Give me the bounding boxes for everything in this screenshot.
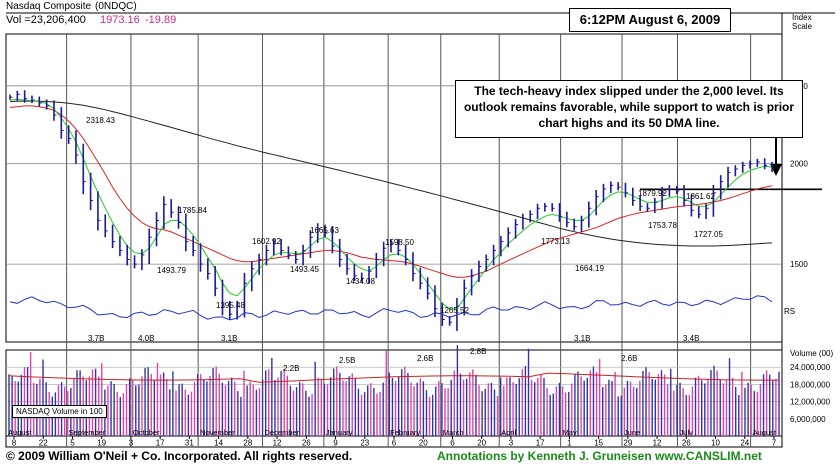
volume-annotation: 2.6B — [417, 354, 433, 363]
y-tick-label: 1500 — [790, 260, 808, 269]
x-tick-label: 24 — [740, 439, 749, 448]
scale-title-line2: Scale — [792, 22, 813, 31]
x-tick-label: 3 — [129, 439, 134, 448]
price-annotation: 1773.13 — [541, 237, 570, 246]
x-tick-label: 28 — [243, 439, 252, 448]
month-label: March — [443, 428, 464, 437]
price-annotation: 1861.62 — [686, 192, 715, 201]
x-tick-label: 17 — [156, 439, 165, 448]
x-tick-label: 17 — [536, 439, 545, 448]
annotation-box: The tech-heavy index slipped under the 2… — [455, 80, 803, 138]
price-annotation: 1785.84 — [178, 206, 207, 215]
x-tick-label: 12 — [653, 439, 662, 448]
x-tick-label: 7 — [772, 439, 777, 448]
price-annotation: 1665.63 — [310, 226, 339, 235]
month-label: November — [200, 428, 235, 437]
volume-legend: NASDAQ Volume in 100 — [12, 405, 107, 418]
x-tick-label: 20 — [419, 439, 428, 448]
price-annotation: 1493.45 — [290, 265, 319, 274]
month-label: April — [501, 428, 516, 437]
volume-annotation: 3.1B — [221, 334, 237, 343]
arrow-head — [770, 164, 782, 176]
volume-title: Volume (00) — [790, 349, 833, 358]
price-annotation: 1295.48 — [216, 301, 245, 310]
x-tick-label: 29 — [623, 439, 632, 448]
volume-readout: Vol =23,206,400 — [6, 14, 86, 26]
x-tick-label: 23 — [360, 439, 369, 448]
ma-short-line — [9, 98, 773, 310]
volume-annotation: 2.5B — [339, 356, 355, 365]
price-annotation: 1602.92 — [252, 237, 281, 246]
month-label: August — [8, 428, 32, 437]
rs-line — [9, 295, 773, 321]
x-tick-label: 22 — [39, 439, 48, 448]
price-annotation: 1664.19 — [575, 264, 604, 273]
month-label: February — [390, 428, 420, 437]
month-label: October — [133, 428, 160, 437]
volume-annotation: 2.6B — [621, 354, 637, 363]
month-label: June — [624, 428, 640, 437]
month-label: September — [69, 428, 106, 437]
timestamp-box: 6:12PM August 6, 2009 — [569, 8, 731, 32]
scale-title-line1: Index — [792, 13, 812, 22]
copyright-text: © 2009 William O'Neil + Co. Incorporated… — [6, 449, 353, 463]
annotations-credit: Annotations by Kenneth J. Gruneisen www.… — [437, 449, 762, 463]
price-annotation: 1727.05 — [694, 230, 723, 239]
price-annotation: 1434.08 — [346, 277, 375, 286]
x-tick-label: 6 — [450, 439, 455, 448]
price-annotation: 1493.79 — [157, 266, 186, 275]
rs-label: RS — [784, 307, 795, 316]
x-tick-label: 14 — [214, 439, 223, 448]
month-label: July — [680, 428, 694, 437]
last-price: 1973.16 — [100, 14, 140, 26]
x-tick-label: 26 — [302, 439, 311, 448]
price-annotation: 1265.52 — [440, 306, 469, 315]
volume-annotation: 2.8B — [470, 347, 486, 356]
y-tick-label: 2000 — [790, 160, 808, 169]
volume-annotation: 3.7B — [88, 334, 104, 343]
volume-annotation: 4.0B — [138, 334, 154, 343]
x-tick-label: 31 — [185, 439, 194, 448]
price-annotation: 2318.43 — [86, 116, 115, 125]
x-tick-label: 19 — [97, 439, 106, 448]
x-tick-label: 5 — [70, 439, 75, 448]
x-tick-label: 15 — [594, 439, 603, 448]
volume-tick-label: 24,000,000 — [790, 363, 831, 372]
x-tick-label: 9 — [333, 439, 338, 448]
price-annotation: 1753.78 — [648, 221, 677, 230]
ma-50-line — [9, 105, 773, 278]
volume-annotation: 3.1B — [574, 334, 590, 343]
month-label: August — [753, 428, 777, 437]
volume-annotation: 3.4B — [683, 334, 699, 343]
index-symbol: (0NDQC) — [95, 1, 137, 12]
volume-average-line — [8, 372, 779, 383]
x-tick-label: 3 — [509, 439, 514, 448]
x-tick-label: 8 — [12, 439, 17, 448]
volume-tick-label: 6,000,000 — [790, 415, 826, 424]
price-annotation: 1598.50 — [385, 238, 414, 247]
month-label: December — [264, 428, 299, 437]
volume-panel-frame — [5, 349, 783, 437]
x-tick-label: 6 — [392, 439, 397, 448]
month-label: January — [326, 428, 353, 437]
price-annotation: 1879.92 — [638, 189, 667, 198]
volume-annotation: 2.2B — [283, 364, 299, 373]
x-tick-label: 12 — [273, 439, 282, 448]
x-tick-label: 26 — [682, 439, 691, 448]
volume-tick-label: 12,000,000 — [790, 398, 831, 407]
x-tick-label: 1 — [567, 439, 572, 448]
ma-200-line — [9, 100, 773, 247]
x-tick-label: 10 — [711, 439, 720, 448]
volume-tick-label: 18,000,000 — [790, 380, 831, 389]
index-name: Nasdaq Composite — [6, 1, 92, 12]
price-change: -19.89 — [145, 14, 177, 26]
x-tick-label: 20 — [477, 439, 486, 448]
month-label: May — [563, 428, 577, 437]
